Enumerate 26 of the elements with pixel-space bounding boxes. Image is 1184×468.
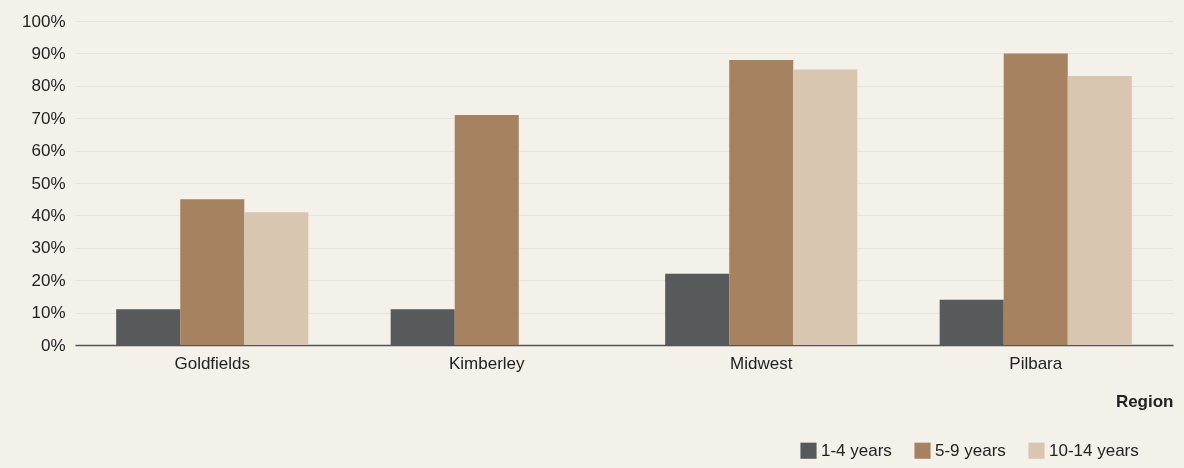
y-tick-label: 80% [31, 76, 66, 96]
y-tick-label: 90% [31, 43, 66, 63]
bar [1067, 76, 1132, 345]
x-tick-label: Kimberley [448, 353, 526, 373]
x-axis-title: Region [1115, 391, 1174, 411]
legend-label: 5-9 years [935, 440, 1006, 460]
y-tick-label: 60% [31, 141, 66, 161]
y-tick-label: 10% [31, 303, 66, 323]
y-tick-label: 20% [31, 270, 66, 290]
y-tick-label: 50% [31, 173, 66, 193]
y-tick-label: 40% [31, 205, 66, 225]
bar [1003, 53, 1068, 345]
legend-label: 10-14 years [1049, 440, 1139, 460]
bar [454, 114, 519, 345]
x-tick-label: Pilbara [1009, 353, 1063, 373]
bar [729, 59, 794, 345]
y-tick-label: 30% [31, 238, 66, 258]
x-tick-label: Midwest [730, 353, 793, 373]
bar [180, 199, 245, 345]
x-tick-label: Goldfields [174, 353, 251, 373]
y-tick-label: 100% [22, 11, 66, 31]
bar [244, 212, 309, 345]
y-tick-label: 0% [40, 335, 66, 355]
legend-label: 1-4 years [821, 440, 892, 460]
bar [793, 69, 858, 345]
y-tick-label: 70% [31, 108, 66, 128]
